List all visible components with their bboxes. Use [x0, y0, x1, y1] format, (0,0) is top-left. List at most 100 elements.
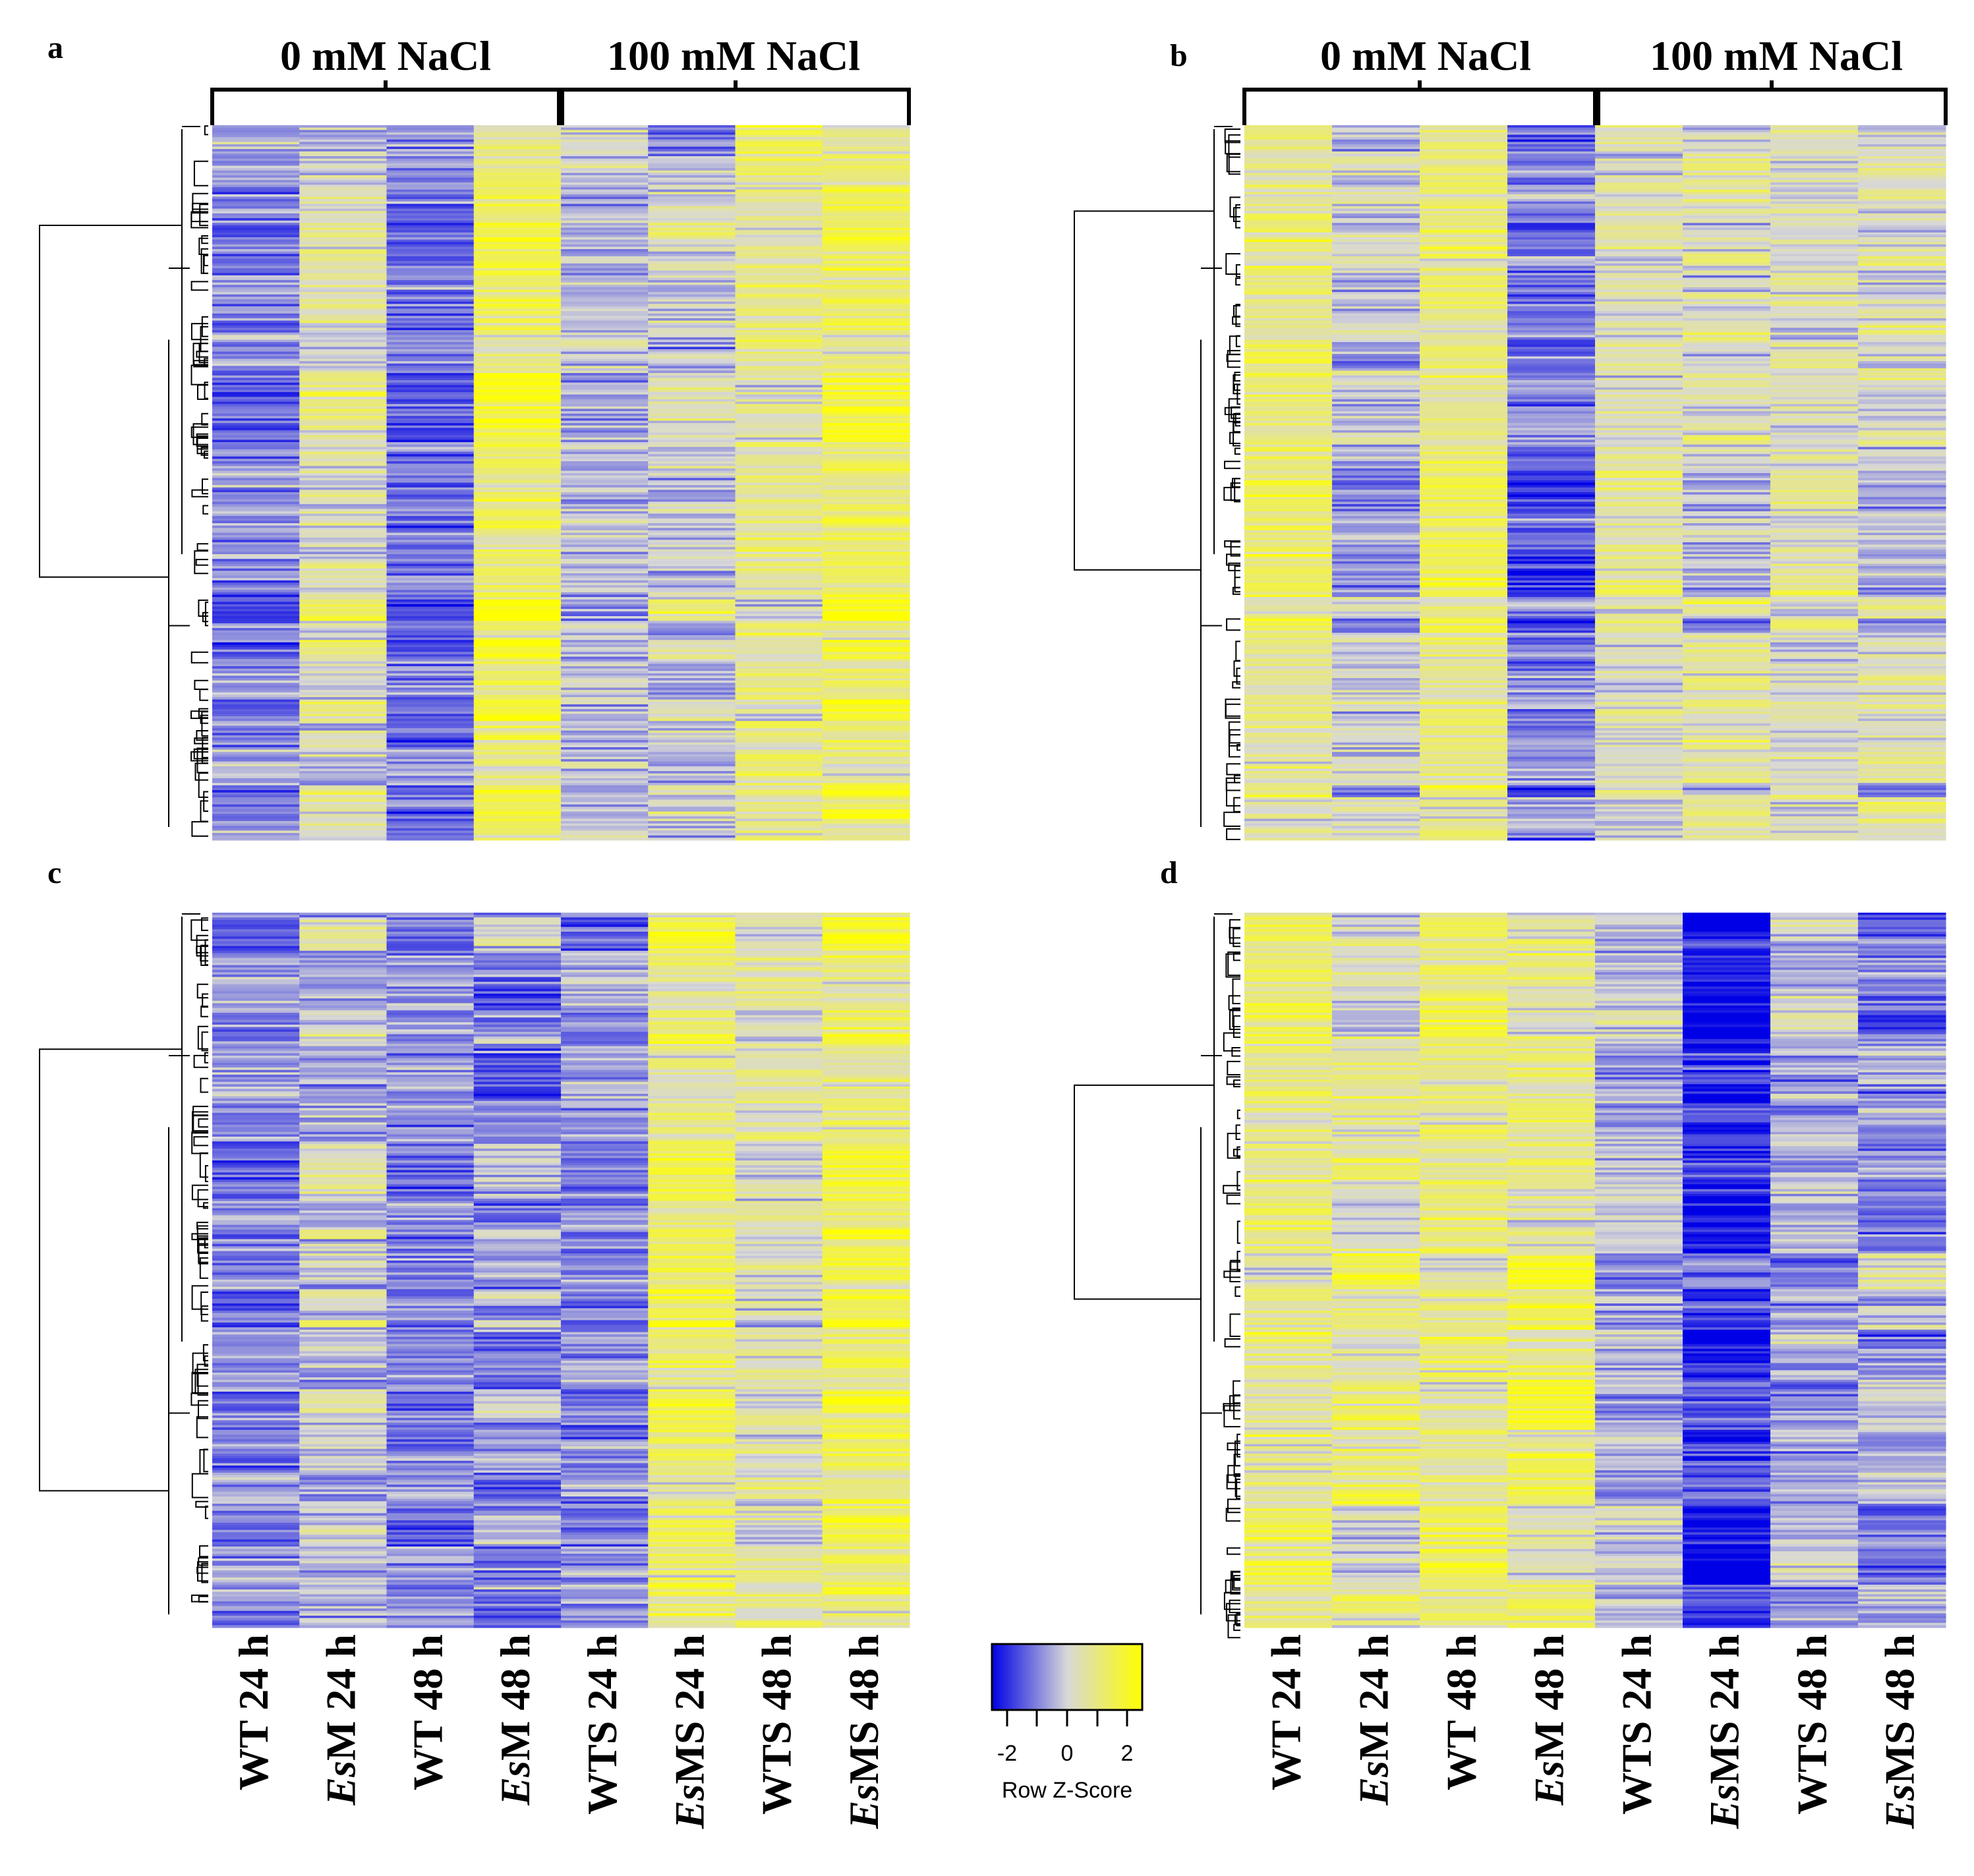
heatmap-cell — [1420, 787, 1508, 791]
heatmap-cell — [1420, 385, 1508, 388]
heatmap-cell — [1244, 468, 1333, 472]
heatmap-cell — [1858, 613, 1946, 617]
heatmap-cell — [735, 965, 823, 968]
heatmap-cell — [473, 690, 562, 693]
heatmap-cell — [212, 821, 300, 824]
heatmap-cell — [648, 413, 736, 416]
heatmap-cell — [386, 204, 475, 207]
heatmap-cell — [473, 518, 562, 521]
heatmap-cell — [735, 478, 823, 481]
heatmap-cell — [561, 485, 649, 488]
heatmap-cell — [1858, 506, 1946, 509]
heatmap-cell — [299, 323, 388, 326]
heatmap-cell — [1595, 227, 1683, 231]
heatmap-cell — [822, 332, 910, 335]
heatmap-cell — [1858, 521, 1946, 524]
heatmap-cell — [386, 756, 475, 760]
heatmap-cell — [1332, 740, 1420, 743]
heatmap-cell — [1507, 380, 1596, 384]
heatmap-cell — [1858, 399, 1946, 403]
heatmap-cell — [1595, 552, 1683, 555]
heatmap-cell — [1244, 594, 1333, 598]
heatmap-cell — [1770, 478, 1859, 481]
heatmap-cell — [212, 389, 300, 393]
heatmap-cell — [1244, 132, 1333, 136]
heatmap-cell — [1420, 285, 1508, 288]
heatmap-cell — [212, 761, 300, 764]
heatmap-cell — [648, 220, 736, 223]
heatmap-cell — [1244, 585, 1333, 588]
heatmap-cell — [1332, 532, 1420, 536]
heatmap-cell — [386, 170, 475, 173]
heatmap-cell — [822, 411, 910, 414]
heatmap-cell — [1332, 373, 1420, 376]
heatmap-cell — [822, 327, 910, 331]
heatmap-cell — [648, 687, 736, 691]
heatmap-cell — [212, 948, 300, 952]
heatmap-cell — [1858, 366, 1946, 369]
heatmap-cell — [1420, 580, 1508, 583]
heatmap-cell — [1507, 294, 1596, 297]
heatmap-cell — [822, 823, 910, 826]
heatmap-cell — [1420, 687, 1508, 691]
heatmap-cell — [473, 313, 562, 316]
heatmap-cell — [648, 316, 736, 319]
heatmap-cell — [1770, 466, 1859, 469]
heatmap-cell — [1332, 611, 1420, 615]
heatmap-cell — [1332, 823, 1420, 826]
heatmap-cell — [1683, 204, 1771, 207]
heatmap-cell — [648, 640, 736, 643]
heatmap-cell — [473, 292, 562, 295]
heatmap-cell — [386, 633, 475, 636]
heatmap-cell — [473, 366, 562, 369]
heatmap-cell — [1332, 597, 1420, 600]
heatmap-cell — [1595, 292, 1683, 295]
heatmap-cell — [386, 540, 475, 543]
heatmap-cell — [561, 470, 649, 474]
heatmap-cell — [473, 447, 562, 450]
heatmap-cell — [1332, 418, 1420, 422]
heatmap-cell — [473, 425, 562, 428]
heatmap-cell — [299, 830, 388, 834]
heatmap-cell — [1595, 380, 1683, 384]
heatmap-cell — [1770, 540, 1859, 543]
heatmap-cell — [1858, 330, 1946, 333]
heatmap-cell — [822, 308, 910, 312]
heatmap-cell — [1507, 721, 1596, 724]
heatmap-cell — [822, 723, 910, 726]
heatmap-cell — [1595, 225, 1683, 229]
heatmap-cell — [1332, 389, 1420, 393]
heatmap-cell — [1244, 692, 1333, 695]
heatmap-cell — [1683, 814, 1771, 817]
heatmap-cell — [1244, 606, 1333, 610]
heatmap-cell — [735, 308, 823, 312]
heatmap-cell — [1683, 387, 1771, 391]
heatmap-cell — [1332, 592, 1420, 596]
heatmap-cell — [822, 938, 910, 942]
heatmap-cell — [473, 494, 562, 497]
heatmap-cell — [212, 799, 300, 803]
heatmap-cell — [299, 697, 388, 700]
heatmap-cell — [735, 559, 823, 562]
heatmap-cell — [299, 554, 388, 557]
heatmap-cell — [473, 285, 562, 288]
heatmap-cell — [1507, 776, 1596, 779]
heatmap-cell — [1332, 330, 1420, 333]
heatmap-cell — [1332, 683, 1420, 686]
heatmap-cell — [1420, 375, 1508, 378]
heatmap-cell — [1683, 578, 1771, 581]
heatmap-cell — [1683, 799, 1771, 803]
heatmap-cell — [1595, 644, 1683, 648]
heatmap-cell — [1332, 292, 1420, 295]
heatmap-cell — [1420, 618, 1508, 621]
heatmap-cell — [1683, 494, 1771, 497]
heatmap-cell — [822, 721, 910, 724]
heatmap-cell — [1420, 480, 1508, 484]
heatmap-cell — [212, 623, 300, 627]
heatmap-cell — [735, 132, 823, 136]
heatmap-cell — [1770, 473, 1859, 476]
heatmap-cell — [1244, 175, 1333, 179]
heatmap-cell — [1595, 327, 1683, 331]
heatmap-cell — [822, 630, 910, 633]
heatmap-cell — [735, 213, 823, 217]
